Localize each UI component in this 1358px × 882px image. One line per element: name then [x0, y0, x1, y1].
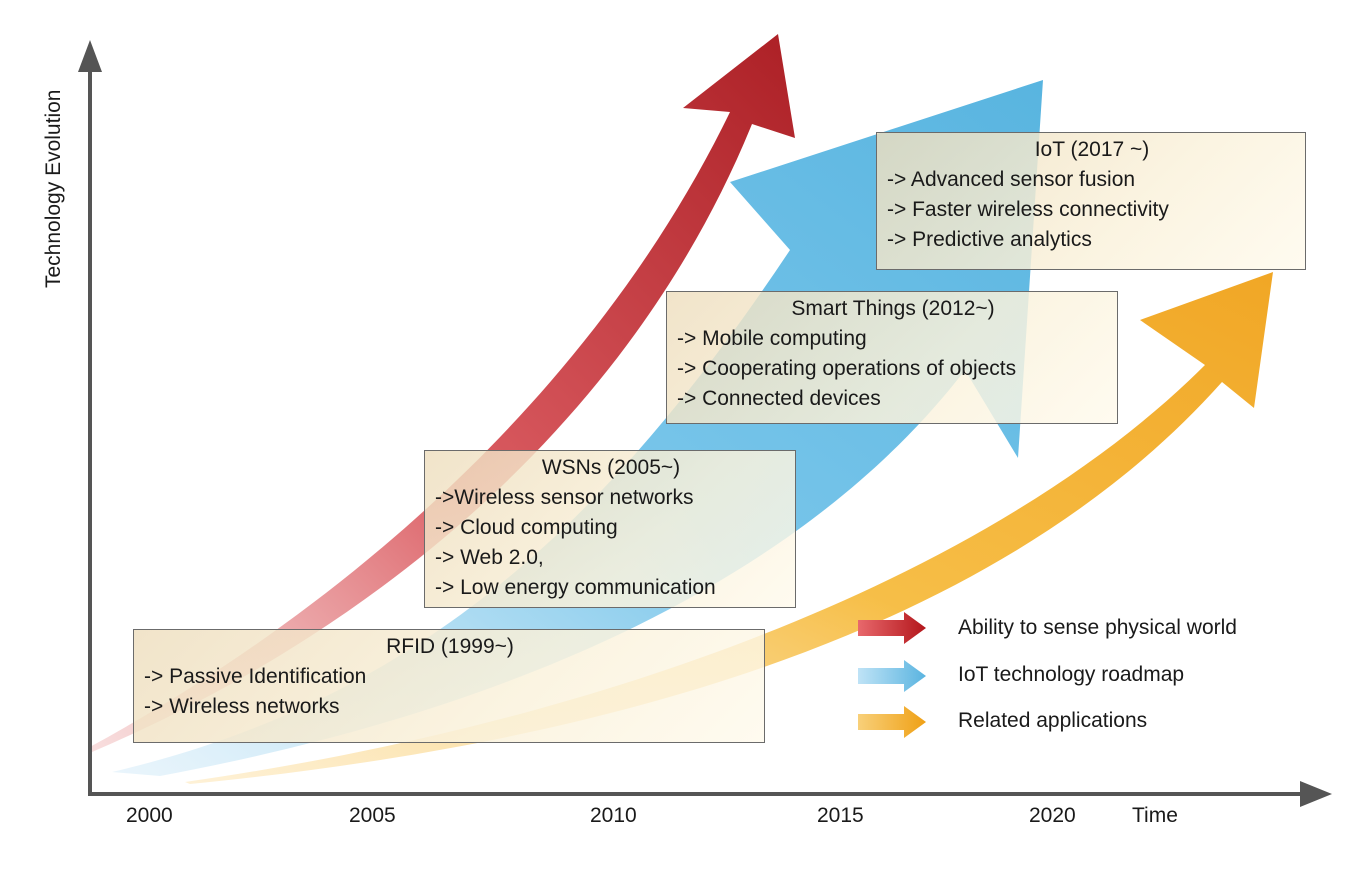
applications-arrow [185, 272, 1273, 784]
era-item: -> Cooperating operations of objects [677, 357, 1017, 380]
era-item: -> Web 2.0, [435, 546, 544, 569]
era-box-smart-things: Smart Things (2012~) -> Mobile computing… [666, 291, 1118, 424]
y-axis-arrowhead [78, 40, 102, 72]
era-title-smart-things: Smart Things (2012~) [791, 297, 995, 320]
era-item: -> Predictive analytics [887, 228, 1092, 251]
legend-arrow-orange [858, 706, 926, 738]
y-axis-label: Technology Evolution [42, 89, 65, 288]
era-box-rfid: RFID (1999~) -> Passive Identification -… [133, 629, 765, 743]
legend-label-sensing: Ability to sense physical world [958, 616, 1237, 639]
legend-label-roadmap: IoT technology roadmap [958, 663, 1185, 686]
legend-arrow-blue [858, 660, 926, 692]
sensing-ability-arrow [88, 34, 795, 752]
x-axis-arrowhead [1300, 781, 1332, 807]
era-item: -> Mobile computing [677, 327, 867, 350]
era-title-wsns: WSNs (2005~) [541, 456, 681, 479]
era-box-iot: IoT (2017 ~) -> Advanced sensor fusion -… [876, 132, 1306, 270]
x-tick-label: 2015 [817, 804, 864, 827]
era-item: -> Cloud computing [435, 516, 618, 539]
x-tick-label: 2005 [349, 804, 396, 827]
era-title-rfid: RFID (1999~) [386, 635, 514, 658]
era-item: -> Advanced sensor fusion [887, 168, 1136, 191]
x-tick-label: 2010 [590, 804, 637, 827]
iot-roadmap-arrow [112, 80, 1043, 776]
era-item: -> Passive Identification [144, 665, 367, 688]
x-tick-label: 2000 [126, 804, 173, 827]
era-item: ->Wireless sensor networks [435, 486, 694, 509]
x-axis-label: Time [1132, 804, 1178, 827]
era-item: -> Low energy communication [435, 576, 716, 599]
legend-label-applications: Related applications [958, 709, 1148, 732]
era-title-iot: IoT (2017 ~) [1034, 138, 1150, 161]
era-item: -> Connected devices [677, 387, 881, 410]
legend-arrow-red [858, 612, 926, 644]
x-tick-label: 2020 [1029, 804, 1076, 827]
era-box-wsns: WSNs (2005~) ->Wireless sensor networks … [424, 450, 796, 608]
era-item: -> Wireless networks [144, 695, 340, 718]
era-item: -> Faster wireless connectivity [887, 198, 1169, 221]
